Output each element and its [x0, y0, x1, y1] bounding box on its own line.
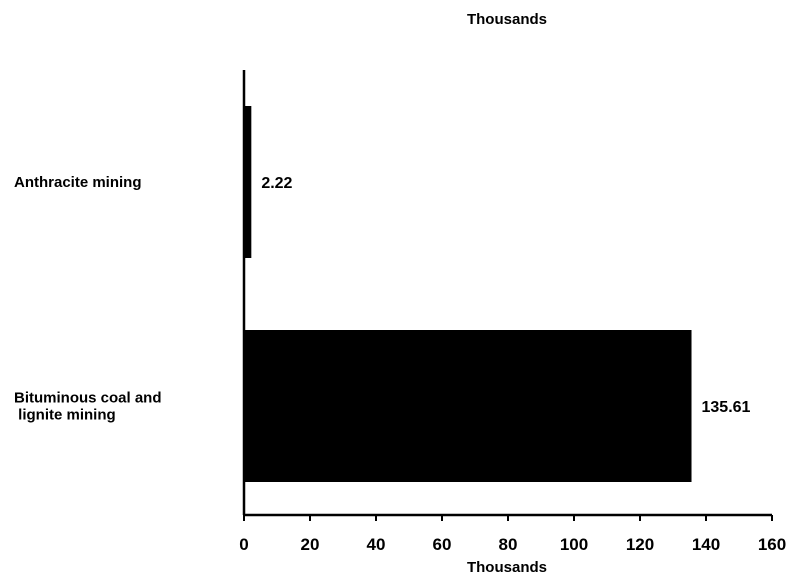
category-label: Anthracite mining	[14, 174, 142, 191]
data-label: 2.22	[261, 175, 292, 192]
x-tick-label: 0	[239, 535, 248, 554]
data-label: 135.61	[702, 399, 751, 416]
x-tick-label: 20	[301, 535, 320, 554]
x-tick-label: 40	[367, 535, 386, 554]
chart-title: Thousands	[467, 11, 547, 28]
category-label: lignite mining	[14, 407, 116, 424]
x-tick-label: 140	[692, 535, 720, 554]
bar	[244, 106, 252, 258]
x-tick-label: 60	[433, 535, 452, 554]
bar	[244, 330, 692, 482]
x-tick-label: 100	[560, 535, 588, 554]
x-tick-label: 160	[758, 535, 786, 554]
x-tick-label: 80	[499, 535, 518, 554]
x-axis-label: Thousands	[467, 559, 547, 575]
x-tick-label: 120	[626, 535, 654, 554]
category-label: Bituminous coal and	[14, 390, 162, 407]
